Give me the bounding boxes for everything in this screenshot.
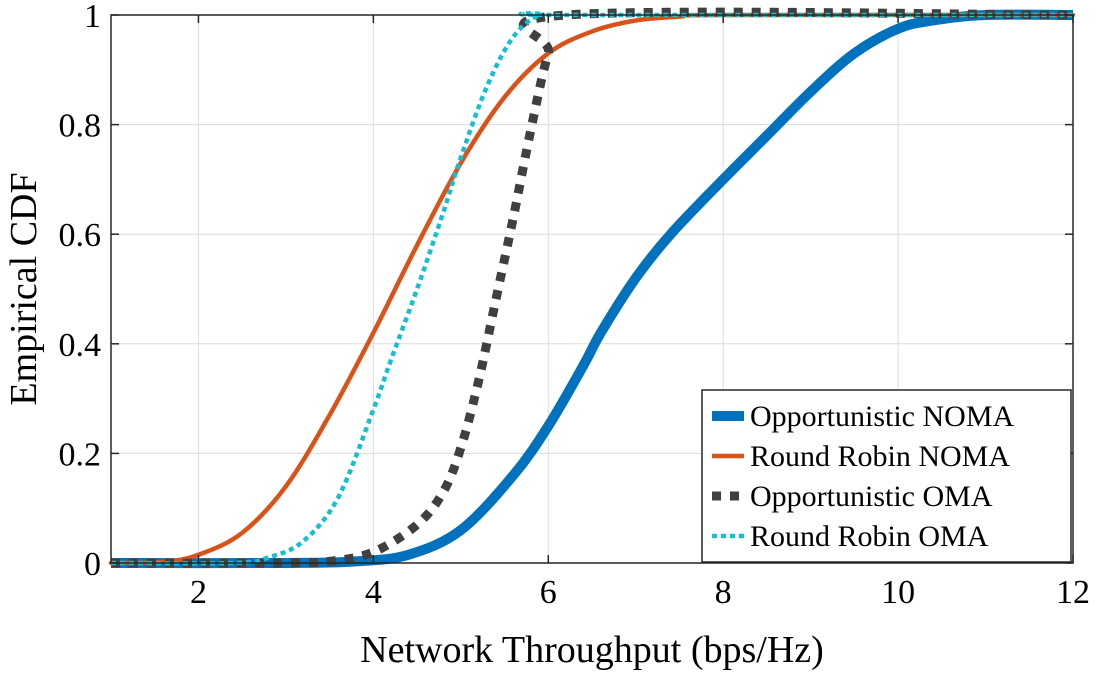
y-tick-label: 0 <box>84 546 101 583</box>
x-tick-label: 10 <box>881 574 915 611</box>
legend-label-2: Round Robin NOMA <box>750 440 1010 473</box>
plot-frame <box>110 14 1074 564</box>
series-line-3 <box>110 7 1074 568</box>
x-tick-label: 4 <box>365 574 382 611</box>
y-tick-label: 0.4 <box>59 327 102 364</box>
legend-box <box>701 389 1072 563</box>
legend: Opportunistic NOMA Round Robin NOMA Opport… <box>701 389 1072 563</box>
y-axis-label: Empirical CDF <box>3 172 45 405</box>
y-tick-label: 0.8 <box>59 108 102 145</box>
series-line-1 <box>110 9 1074 569</box>
x-tick-label: 6 <box>540 574 557 611</box>
legend-label-4: Round Robin OMA <box>750 520 989 553</box>
axis-ticks: 2 4 6 8 10 12 0 0.2 0.4 0.6 0.8 1 <box>59 0 1091 611</box>
y-tick-label: 0.2 <box>59 436 102 473</box>
x-axis-label: Network Throughput (bps/Hz) <box>360 629 824 671</box>
x-tick-label: 2 <box>190 574 207 611</box>
y-tick-label: 1 <box>84 0 101 35</box>
y-tick-label: 0.6 <box>59 217 102 254</box>
legend-label-1: Opportunistic NOMA <box>750 400 1014 433</box>
x-tick-label: 12 <box>1056 574 1090 611</box>
legend-label-3: Opportunistic OMA <box>750 480 993 513</box>
x-tick-label: 8 <box>715 574 732 611</box>
